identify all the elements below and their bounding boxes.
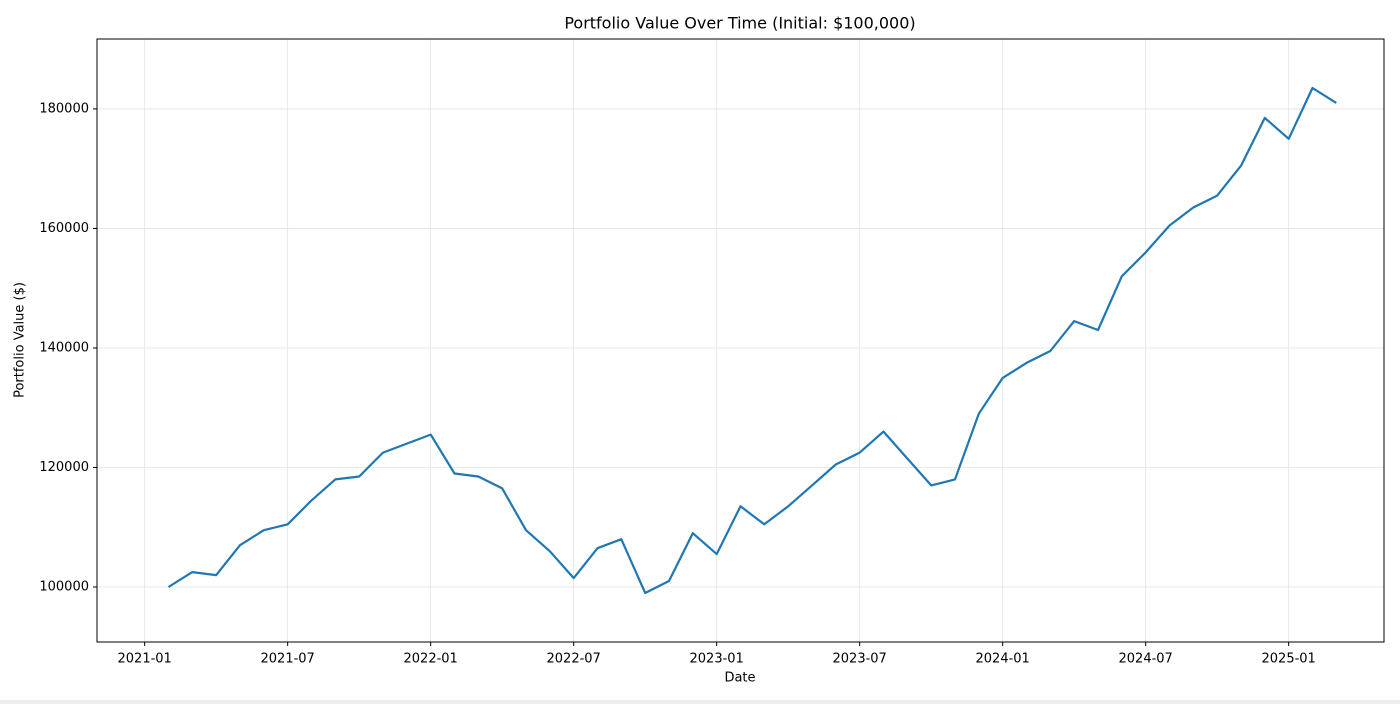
y-axis-label: Portfolio Value ($) [13,282,28,398]
x-tick-label: 2023-07 [833,652,887,667]
y-tick-label: 100000 [39,580,89,595]
y-tick-label: 140000 [39,340,89,355]
x-axis-label: Date [724,671,755,686]
x-tick-label: 2022-07 [547,652,601,667]
x-tick-label: 2021-01 [118,652,172,667]
plot-frame [96,38,1385,643]
x-tick-label: 2023-01 [690,652,744,667]
y-tick-label: 160000 [39,221,89,236]
chart-title: Portfolio Value Over Time (Initial: $100… [564,14,915,33]
series-line [167,86,1337,595]
bottom-edge [0,700,1400,704]
x-tick-label: 2024-01 [976,652,1030,667]
x-tick-label: 2021-07 [261,652,315,667]
y-tick-label: 120000 [39,460,89,475]
x-tick-label: 2024-07 [1119,652,1173,667]
x-tick-label: 2022-01 [404,652,458,667]
x-tick-label: 2025-01 [1262,652,1316,667]
y-tick-label: 180000 [39,101,89,116]
